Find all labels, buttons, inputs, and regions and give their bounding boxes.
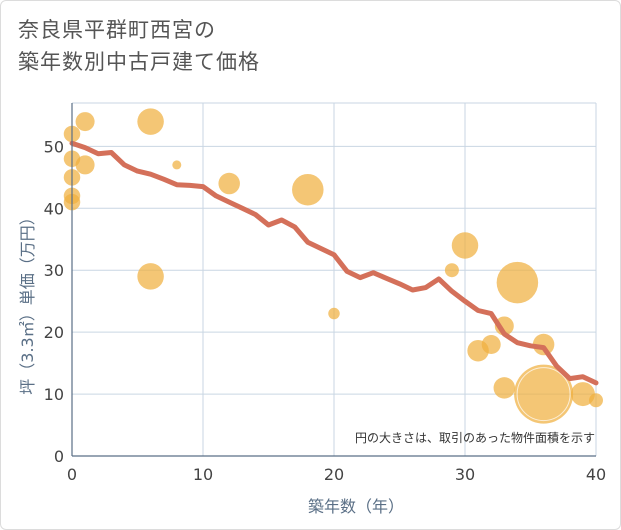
x-tick-label: 20	[324, 465, 344, 484]
bubble-point	[451, 232, 479, 259]
bubble-point	[292, 173, 324, 206]
tick-labels: 0 10 20 30 40 0 10 20 30 40 50	[44, 137, 607, 484]
bubble-point	[75, 155, 95, 175]
bubble-ring	[516, 367, 571, 422]
y-tick-label: 20	[44, 323, 64, 342]
x-tick-label: 40	[586, 465, 606, 484]
trend-line	[69, 140, 599, 386]
bubble-layer	[63, 108, 603, 424]
y-tick-label: 40	[44, 199, 64, 218]
chart-title-line1: 奈良県平群町西宮の	[18, 18, 216, 42]
bubble-point	[481, 335, 501, 355]
chart-title-line2: 築年数別中古戸建て価格	[18, 50, 260, 74]
bubble-point	[328, 307, 340, 320]
bubble-point	[444, 263, 459, 278]
y-tick-label: 0	[54, 447, 64, 466]
bubble-point	[172, 160, 182, 170]
x-tick-label: 10	[193, 465, 213, 484]
chart-title: 奈良県平群町西宮の 築年数別中古戸建て価格	[18, 14, 260, 78]
bubble-point	[137, 263, 164, 290]
y-axis-label: 坪（3.3㎡）単価（万円）	[18, 209, 37, 394]
y-tick-label: 30	[44, 261, 64, 280]
axes	[71, 103, 596, 457]
bubble-point	[75, 112, 95, 132]
y-tick-label: 50	[44, 137, 64, 156]
size-note: 円の大きさは、取引のあった物件面積を示す	[355, 430, 595, 445]
bubble-point	[532, 333, 555, 356]
bubble-point	[570, 382, 595, 407]
x-axis-label: 築年数（年）	[308, 497, 404, 516]
bubble-point	[493, 377, 516, 399]
bubble-point	[589, 393, 603, 408]
bubble-point	[514, 364, 574, 424]
x-tick-label: 0	[67, 465, 77, 484]
trend-line-layer	[69, 140, 599, 386]
x-tick-label: 30	[455, 465, 475, 484]
bubble-point	[137, 108, 164, 135]
bubble-point	[218, 172, 240, 195]
bubble-point	[496, 261, 539, 304]
y-tick-label: 10	[44, 385, 64, 404]
